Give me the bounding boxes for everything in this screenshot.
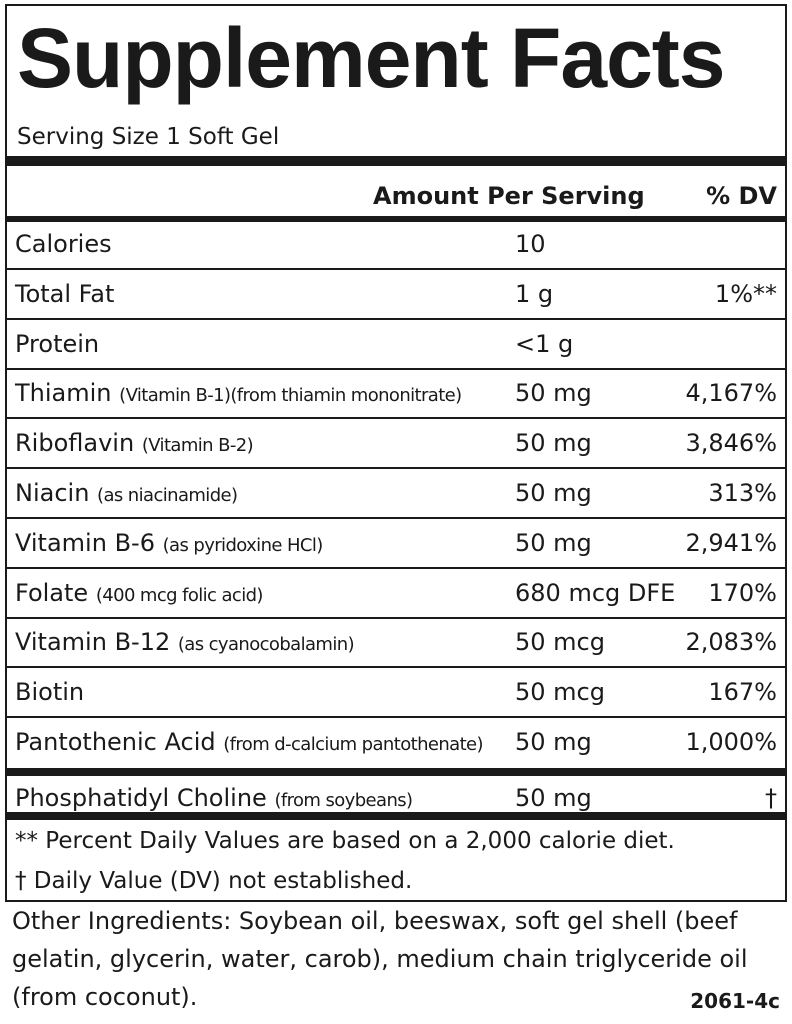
nutrient-name-cell: Riboflavin (Vitamin B-2) — [15, 419, 254, 470]
amount: 50 mg — [515, 379, 592, 408]
nutrient-name-cell: Vitamin B-6 (as pyridoxine HCl) — [15, 519, 323, 570]
amount: 50 mg — [515, 528, 592, 557]
other-ingredients: Other Ingredients: Soybean oil, beeswax,… — [12, 907, 748, 1011]
amount: 50 mg — [515, 479, 592, 507]
nutrient-name-cell: Thiamin (Vitamin B-1)(from thiamin monon… — [15, 369, 462, 420]
amount: 50 mcg — [515, 628, 605, 657]
nutrient-row: Vitamin B-6 (as pyridoxine HCl) 50 mg 2,94… — [7, 519, 785, 569]
divider — [7, 156, 785, 166]
serving-size: Serving Size 1 Soft Gel — [17, 124, 280, 150]
amount: <1 g — [515, 329, 574, 358]
nutrient-name: Biotin — [15, 678, 85, 707]
nutrient-name-cell: Biotin — [15, 668, 84, 716]
amount: 10 — [515, 230, 546, 258]
nutrient-note: (Vitamin B-1)(from thiamin mononitrate) — [119, 385, 462, 407]
nutrient-row: Calories 10 — [7, 220, 785, 270]
nutrient-row: Niacin (as niacinamide) 50 mg 313% — [7, 469, 785, 519]
nutrient-note: (as cyanocobalamin) — [177, 634, 355, 656]
nutrient-name: Vitamin B-6 — [15, 528, 155, 557]
nutrient-name: Vitamin B-12 — [15, 628, 171, 657]
divider — [7, 812, 785, 820]
nutrient-name-cell: Niacin (as niacinamide) — [15, 469, 238, 520]
amount: 50 mg — [515, 784, 592, 812]
nutrient-name-cell: Protein — [15, 320, 99, 368]
nutrient-name: Niacin — [15, 479, 90, 507]
footnote: ** Percent Daily Values are based on a 2… — [15, 828, 675, 854]
divider — [7, 768, 785, 776]
daily-value: 2,083% — [685, 628, 777, 657]
nutrient-name: Riboflavin — [15, 429, 135, 458]
nutrient-row: Folate (400 mcg folic acid) 680 mcg DFE 17… — [7, 569, 785, 619]
daily-value: 2,941% — [685, 528, 777, 557]
column-header: Amount Per Serving — [373, 182, 645, 210]
nutrient-row: Pantothenic Acid (from d-calcium pantoth… — [7, 718, 785, 766]
daily-value: 4,167% — [685, 379, 777, 408]
nutrient-name: Protein — [15, 329, 100, 358]
divider — [7, 216, 785, 222]
nutrient-row: Protein <1 g — [7, 320, 785, 370]
daily-value: 3,846% — [685, 429, 777, 458]
amount: 50 mcg — [515, 678, 605, 707]
nutrient-name-cell: Vitamin B-12 (as cyanocobalamin) — [15, 618, 355, 669]
daily-value: 1,000% — [685, 728, 777, 756]
nutrient-name-cell: Pantothenic Acid (from d-calcium pantoth… — [15, 718, 484, 769]
nutrient-name-cell: Phosphatidyl Choline (from soybeans) — [15, 774, 413, 825]
daily-value: 167% — [708, 678, 777, 707]
nutrient-note: (as pyridoxine HCl) — [162, 534, 324, 556]
nutrient-row: Biotin 50 mcg 167% — [7, 668, 785, 719]
nutrient-row: Vitamin B-12 (as cyanocobalamin) 50 mcg 2,… — [7, 618, 785, 669]
nutrient-row: Phosphatidyl Choline (from soybeans) 50 m… — [7, 774, 785, 822]
amount: 50 mg — [515, 728, 592, 756]
nutrient-row: Total Fat 1 g 1%** — [7, 270, 785, 320]
daily-value: 313% — [708, 479, 777, 507]
nutrient-name-cell: Total Fat — [15, 270, 114, 318]
title: Supplement Facts — [17, 11, 725, 105]
nutrient-name: Pantothenic Acid — [15, 728, 216, 756]
nutrient-note: (from d-calcium pantothenate) — [223, 734, 483, 755]
nutrient-note: (from soybeans) — [274, 790, 413, 811]
nutrient-name-cell: Folate (400 mcg folic acid) — [15, 569, 263, 620]
nutrient-note: (as niacinamide) — [97, 485, 238, 506]
nutrient-name: Thiamin — [15, 379, 112, 408]
nutrient-name-cell: Calories — [15, 220, 112, 268]
facts-panel: Supplement Facts Serving Size 1 Soft Gel… — [5, 4, 787, 902]
nutrient-name: Phosphatidyl Choline — [15, 784, 267, 812]
nutrient-name: Folate — [15, 578, 89, 607]
amount: 50 mg — [515, 429, 592, 458]
nutrient-row: Riboflavin (Vitamin B-2) 50 mg 3,846% — [7, 419, 785, 470]
amount: 1 g — [515, 279, 554, 308]
footnote: † Daily Value (DV) not established. — [15, 868, 413, 894]
nutrient-note: (400 mcg folic acid) — [95, 584, 264, 606]
column-header: % DV — [706, 182, 777, 210]
daily-value: † — [765, 784, 777, 812]
nutrient-note: (Vitamin B-2) — [141, 435, 254, 457]
nutrient-name: Calories — [15, 230, 112, 258]
product-code: 2061-4c — [690, 989, 780, 1013]
nutrient-row: Thiamin (Vitamin B-1)(from thiamin monon… — [7, 369, 785, 420]
daily-value: 1%** — [714, 279, 777, 308]
amount: 680 mcg DFE — [515, 578, 676, 607]
daily-value: 170% — [708, 578, 777, 607]
nutrient-name: Total Fat — [15, 279, 115, 308]
